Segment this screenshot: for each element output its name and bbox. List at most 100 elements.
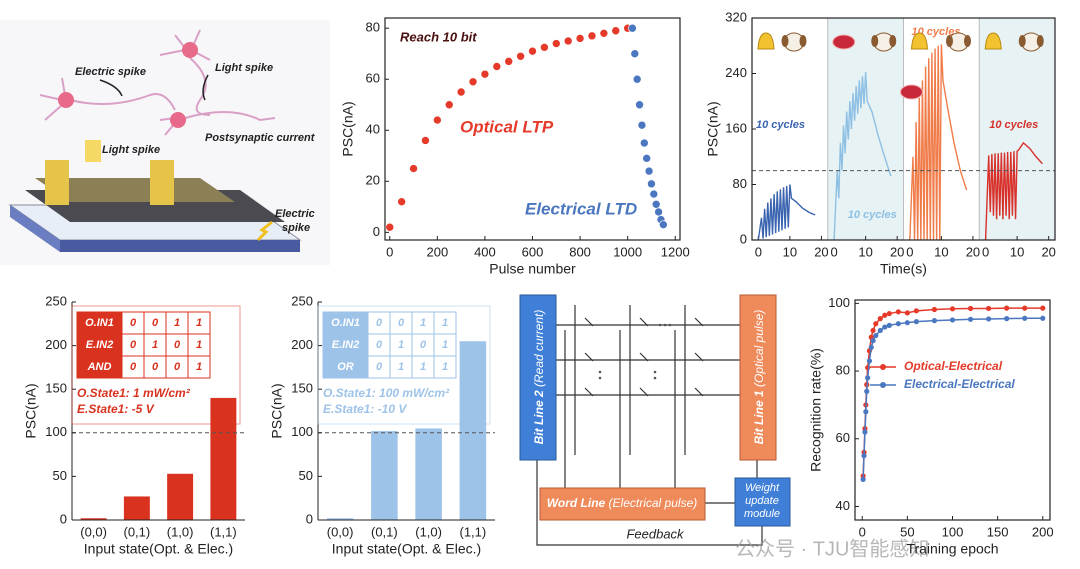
circuit: Bit Line 2 (Read current) Bit Line 1 (Op… [519, 294, 791, 546]
y-tick-label: 250 [45, 293, 67, 308]
weight-module-line: Weight [745, 482, 780, 494]
dog-ear [964, 35, 971, 47]
bar [459, 341, 487, 520]
data-point [628, 23, 637, 33]
data-point [397, 197, 406, 207]
bit-line-1-box [739, 294, 777, 461]
dog-ear [799, 35, 807, 47]
data-point [904, 320, 910, 326]
data-point [886, 322, 892, 328]
panel-shade [827, 18, 904, 240]
x-tick-label: 600 [522, 244, 544, 259]
data-point [433, 115, 442, 125]
data-point [528, 46, 537, 56]
trace [909, 44, 968, 241]
table-text: OR [337, 361, 354, 373]
note: (Electrical pulse) [609, 496, 698, 510]
data-point [632, 74, 642, 84]
data-point [870, 338, 876, 344]
data-point [877, 316, 883, 322]
neurons [39, 29, 276, 136]
table-text: 0 [376, 339, 383, 351]
table-text: 1 [196, 361, 202, 373]
x-tick-label: 0 [982, 244, 989, 259]
spike-bolt [256, 220, 273, 242]
x-tick-label: 20 [814, 244, 828, 259]
series-line [862, 307, 1043, 477]
data-point [640, 138, 649, 148]
x-tick-label: 10 [934, 244, 948, 259]
data-point [575, 34, 585, 43]
word-line-label: Word Line (Electrical pulse) [547, 496, 698, 510]
x-tick-label: 0 [830, 244, 837, 259]
bell-icon [757, 32, 775, 50]
data-point [931, 318, 938, 324]
arrow [202, 74, 209, 101]
data-point [931, 306, 938, 313]
y-tick-label: 50 [53, 468, 67, 483]
schematic-label: Light spike [215, 62, 273, 74]
legend-label: Electrical-Electrical [904, 377, 1015, 391]
weight-module-line: update [745, 495, 779, 507]
x-tick-label: (1,1) [210, 524, 237, 539]
data-point [1004, 305, 1010, 311]
y-axis-label: PSC(nA) [269, 383, 285, 438]
series-label: Electrical LTD [525, 199, 637, 218]
light-beam [85, 140, 101, 162]
word-line-box [539, 487, 706, 521]
schematic-label: Postsynaptic current [205, 132, 316, 144]
bar [167, 473, 194, 520]
table-text: 0 [398, 317, 405, 329]
x-tick-label: 800 [569, 244, 591, 259]
note: E.State1: -5 V [77, 402, 155, 416]
data-point [904, 310, 910, 316]
data-point [516, 51, 525, 61]
table-cell [433, 355, 457, 379]
data-point [587, 31, 597, 41]
table-text: O.IN1 [85, 317, 114, 329]
x-tick-label: 20 [890, 244, 904, 259]
bar [415, 428, 442, 520]
data-point [385, 222, 395, 232]
data-point [864, 388, 870, 394]
bit-line-2-box [519, 294, 557, 461]
data-point [949, 306, 956, 312]
note: E.State1: -10 V [323, 402, 407, 416]
neuron-body [58, 92, 74, 108]
annotation: Reach 10 bit [400, 29, 477, 44]
data-point [913, 308, 919, 314]
y-tick-label: 240 [725, 65, 747, 80]
table-text: 1 [196, 317, 202, 329]
dog-ear [946, 35, 953, 47]
panel-label: 10 cycles [756, 119, 805, 131]
data-point [873, 332, 879, 339]
layer [35, 178, 235, 202]
x-tick-label: 200 [426, 244, 448, 259]
y-axis-label: PSC(nA) [340, 101, 356, 156]
weight-module-box [734, 477, 791, 527]
y-tick-label: 250 [291, 293, 313, 308]
x-tick-label: 0 [859, 524, 866, 539]
x-axis-label: Input state(Opt. & Elec.) [84, 541, 233, 557]
inset-box [71, 305, 241, 425]
panel-shade [979, 18, 1055, 240]
data-point [637, 120, 647, 130]
y-tick-label: 150 [291, 381, 313, 396]
y-tick-label: 100 [45, 424, 67, 439]
x-axis-label: Time(s) [880, 261, 927, 277]
bell-icon [910, 32, 929, 50]
y-axis-label: PSC(nA) [705, 101, 721, 156]
neuron-body [170, 112, 186, 128]
dog-ear [781, 35, 789, 47]
table-text: 0 [130, 317, 137, 329]
schematic-label: spike [282, 222, 310, 234]
table-text: E.IN2 [86, 339, 114, 351]
y-tick-label: 40 [366, 122, 380, 137]
table-text: 0 [174, 361, 181, 373]
x-tick-label: 0 [906, 244, 913, 259]
y-tick-label: 0 [60, 511, 67, 526]
y-axis-label: Recognition rate(%) [808, 348, 824, 472]
schematic-label: Electric spike [75, 66, 146, 78]
x-tick-label: 20 [1041, 244, 1055, 259]
table-text: 1 [442, 339, 448, 351]
